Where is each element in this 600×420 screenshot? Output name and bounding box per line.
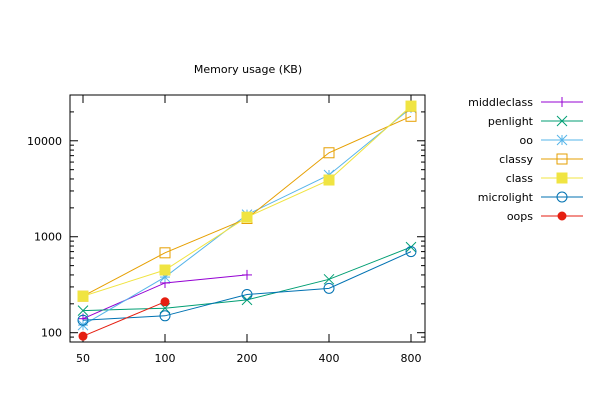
series-line-classy [82, 115, 412, 297]
data-point-microlight [405, 246, 417, 258]
legend-item-middleclass: middleclass [468, 96, 583, 109]
series-layer [77, 100, 417, 341]
series-line-class [82, 105, 412, 297]
x-axis: 50 100 200 400 800 [76, 95, 422, 365]
data-point-microlight [241, 289, 253, 301]
x-tick-label: 50 [76, 352, 90, 365]
legend-label: middleclass [468, 96, 533, 109]
legend-marker [556, 153, 568, 165]
legend-marker [556, 172, 568, 184]
series-oops [78, 297, 170, 341]
legend-label: oops [507, 210, 533, 223]
legend-marker [557, 97, 567, 107]
legend-label: classy [499, 153, 533, 166]
legend-item-penlight: penlight [488, 115, 583, 128]
y-axis: 100 1000 10000 [27, 94, 425, 343]
series-microlight [77, 246, 417, 326]
data-point-microlight [77, 314, 89, 326]
legend-label: penlight [488, 115, 534, 128]
legend-item-class: class [506, 172, 583, 185]
data-point-class [77, 290, 89, 302]
data-point-oops [78, 331, 88, 341]
data-point-class [405, 100, 417, 112]
data-point-middleclass [242, 269, 252, 280]
legend-marker [556, 115, 568, 127]
legend-item-classy: classy [499, 153, 583, 166]
data-point-microlight [159, 310, 171, 322]
data-point-classy [159, 247, 171, 259]
series-class [77, 100, 417, 302]
legend-label: microlight [478, 191, 534, 204]
data-point-oops [160, 297, 170, 307]
legend-marker [557, 211, 567, 221]
legend-item-oops: oops [507, 210, 583, 223]
data-point-class [241, 211, 253, 223]
data-point-classy [323, 147, 335, 159]
y-tick-label: 1000 [34, 231, 62, 244]
legend-item-oo: oo [520, 134, 583, 147]
series-line-microlight [82, 251, 412, 321]
legend-marker [556, 134, 568, 146]
legend-label: class [506, 172, 534, 185]
y-tick-label: 10000 [27, 135, 62, 148]
y-tick-label: 100 [41, 327, 62, 340]
x-tick-label: 100 [155, 352, 176, 365]
chart-title: Memory usage (KB) [194, 63, 302, 76]
data-point-microlight [323, 282, 335, 294]
legend-label: oo [520, 134, 534, 147]
series-line-oops [82, 301, 166, 337]
data-point-penlight [77, 305, 89, 316]
data-point-class [323, 174, 335, 186]
x-tick-label: 200 [237, 352, 258, 365]
x-tick-label: 800 [401, 352, 422, 365]
legend-item-microlight: microlight [478, 191, 583, 204]
legend: middleclass penlight oo classy class microlig… [468, 96, 583, 223]
data-point-penlight [323, 273, 335, 285]
data-point-class [159, 264, 171, 276]
legend-marker [556, 191, 568, 203]
x-tick-label: 400 [319, 352, 340, 365]
